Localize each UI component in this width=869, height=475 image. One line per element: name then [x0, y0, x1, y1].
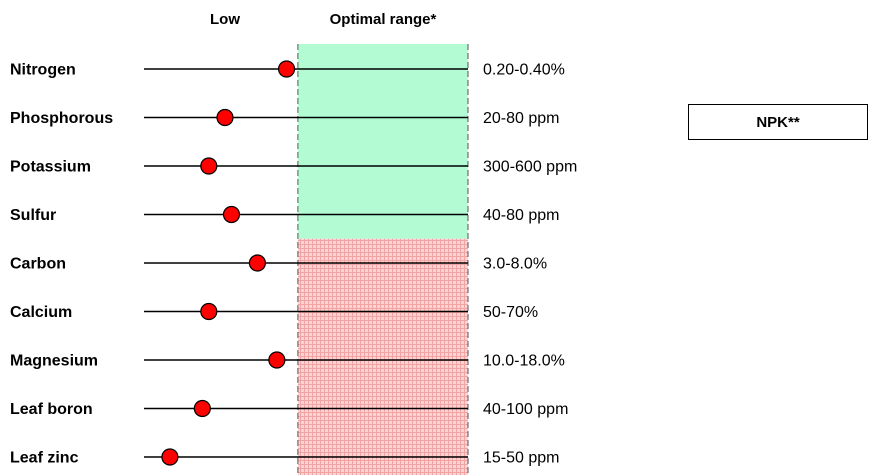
optimal-range-label: 50-70% [483, 304, 538, 321]
nutrient-row: Calcium 50-70% [10, 302, 538, 321]
nutrient-row: Carbon 3.0-8.0% [10, 254, 547, 273]
nutrient-label: Magnesium [10, 353, 98, 370]
nutrient-level-marker [277, 60, 296, 78]
low-header: Low [210, 11, 240, 28]
optimal-range-label: 40-100 ppm [483, 401, 568, 418]
optimal-range-label: 3.0-8.0% [483, 256, 547, 273]
nutrient-label: Sulfur [10, 207, 56, 224]
optimal-range-label: 15-50 ppm [483, 450, 560, 467]
nutrient-label: Carbon [10, 256, 66, 273]
nutrient-level-marker [222, 205, 241, 224]
nutrient-label: Phosphorous [10, 110, 113, 127]
nutrient-level-marker [216, 108, 234, 127]
optimal-range-label: 40-80 ppm [483, 207, 560, 224]
column-headers: Low Optimal range* [210, 11, 437, 28]
nutrient-row: Leaf boron 40-100 ppm [10, 399, 568, 418]
optimal-range-header: Optimal range* [330, 11, 437, 28]
nutrient-label: Nitrogen [10, 62, 76, 79]
optimal-range-label: 10.0-18.0% [483, 353, 565, 370]
nutrient-row: Nitrogen 0.20-0.40% [10, 60, 565, 79]
nutrient-label: Leaf zinc [10, 450, 79, 467]
nutrient-level-marker [268, 351, 286, 369]
nutrient-level-marker [200, 157, 218, 175]
nutrient-level-marker [200, 302, 218, 321]
optimal-zones [297, 44, 469, 475]
optimal-range-label: 0.20-0.40% [483, 62, 565, 79]
other-optimal-zone [297, 238, 468, 475]
nutrient-row: Potassium 300-600 ppm [10, 157, 577, 176]
npk-optimal-zone [297, 44, 468, 239]
optimal-range-label: 300-600 ppm [483, 159, 577, 176]
nutrient-row: Phosphorous 20-80 ppm [10, 108, 560, 127]
nutrient-label: Calcium [10, 304, 72, 321]
nutrient-rows: Nitrogen 0.20-0.40% Phosphorous 20-80 ppm Po… [10, 60, 577, 467]
npk-legend-label: NPK** [756, 113, 800, 131]
optimal-range-label: 20-80 ppm [483, 110, 560, 127]
nutrient-level-marker [248, 254, 266, 272]
nutrient-row: Leaf zinc 15-50 ppm [10, 448, 560, 467]
nutrient-level-marker [193, 399, 211, 418]
nutrient-level-marker [161, 448, 179, 466]
npk-legend-box: NPK** [688, 104, 868, 140]
nutrient-label: Leaf boron [10, 401, 93, 418]
nutrient-row: Magnesium 10.0-18.0% [10, 351, 565, 370]
nutrient-row: Sulfur 40-80 ppm [10, 205, 560, 224]
nutrient-label: Potassium [10, 159, 91, 176]
